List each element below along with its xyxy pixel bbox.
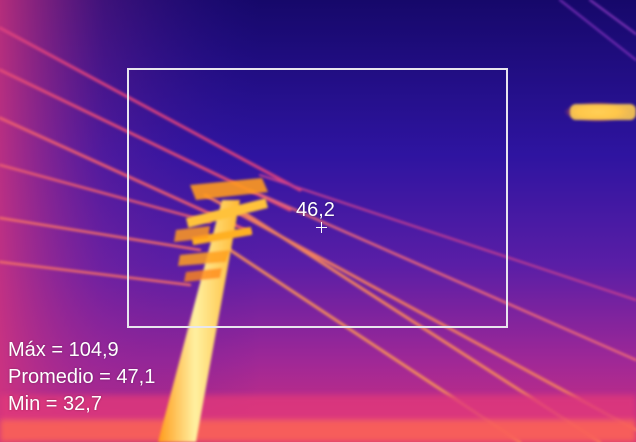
street-lamp: [564, 102, 636, 122]
average-temperature: Promedio = 47,1: [8, 366, 156, 388]
spot-crosshair-icon[interactable]: [316, 222, 327, 233]
max-temperature: Máx = 104,9: [8, 339, 119, 361]
min-temperature: Min = 32,7: [8, 393, 102, 415]
measurement-region-box[interactable]: [127, 68, 508, 328]
utility-pole: [158, 178, 268, 442]
ground-warm-band: [0, 395, 636, 442]
temperature-statistics: Máx = 104,9 Promedio = 47,1 Min = 32,7: [8, 337, 155, 418]
spot-temperature-value: 46,2: [296, 199, 335, 221]
